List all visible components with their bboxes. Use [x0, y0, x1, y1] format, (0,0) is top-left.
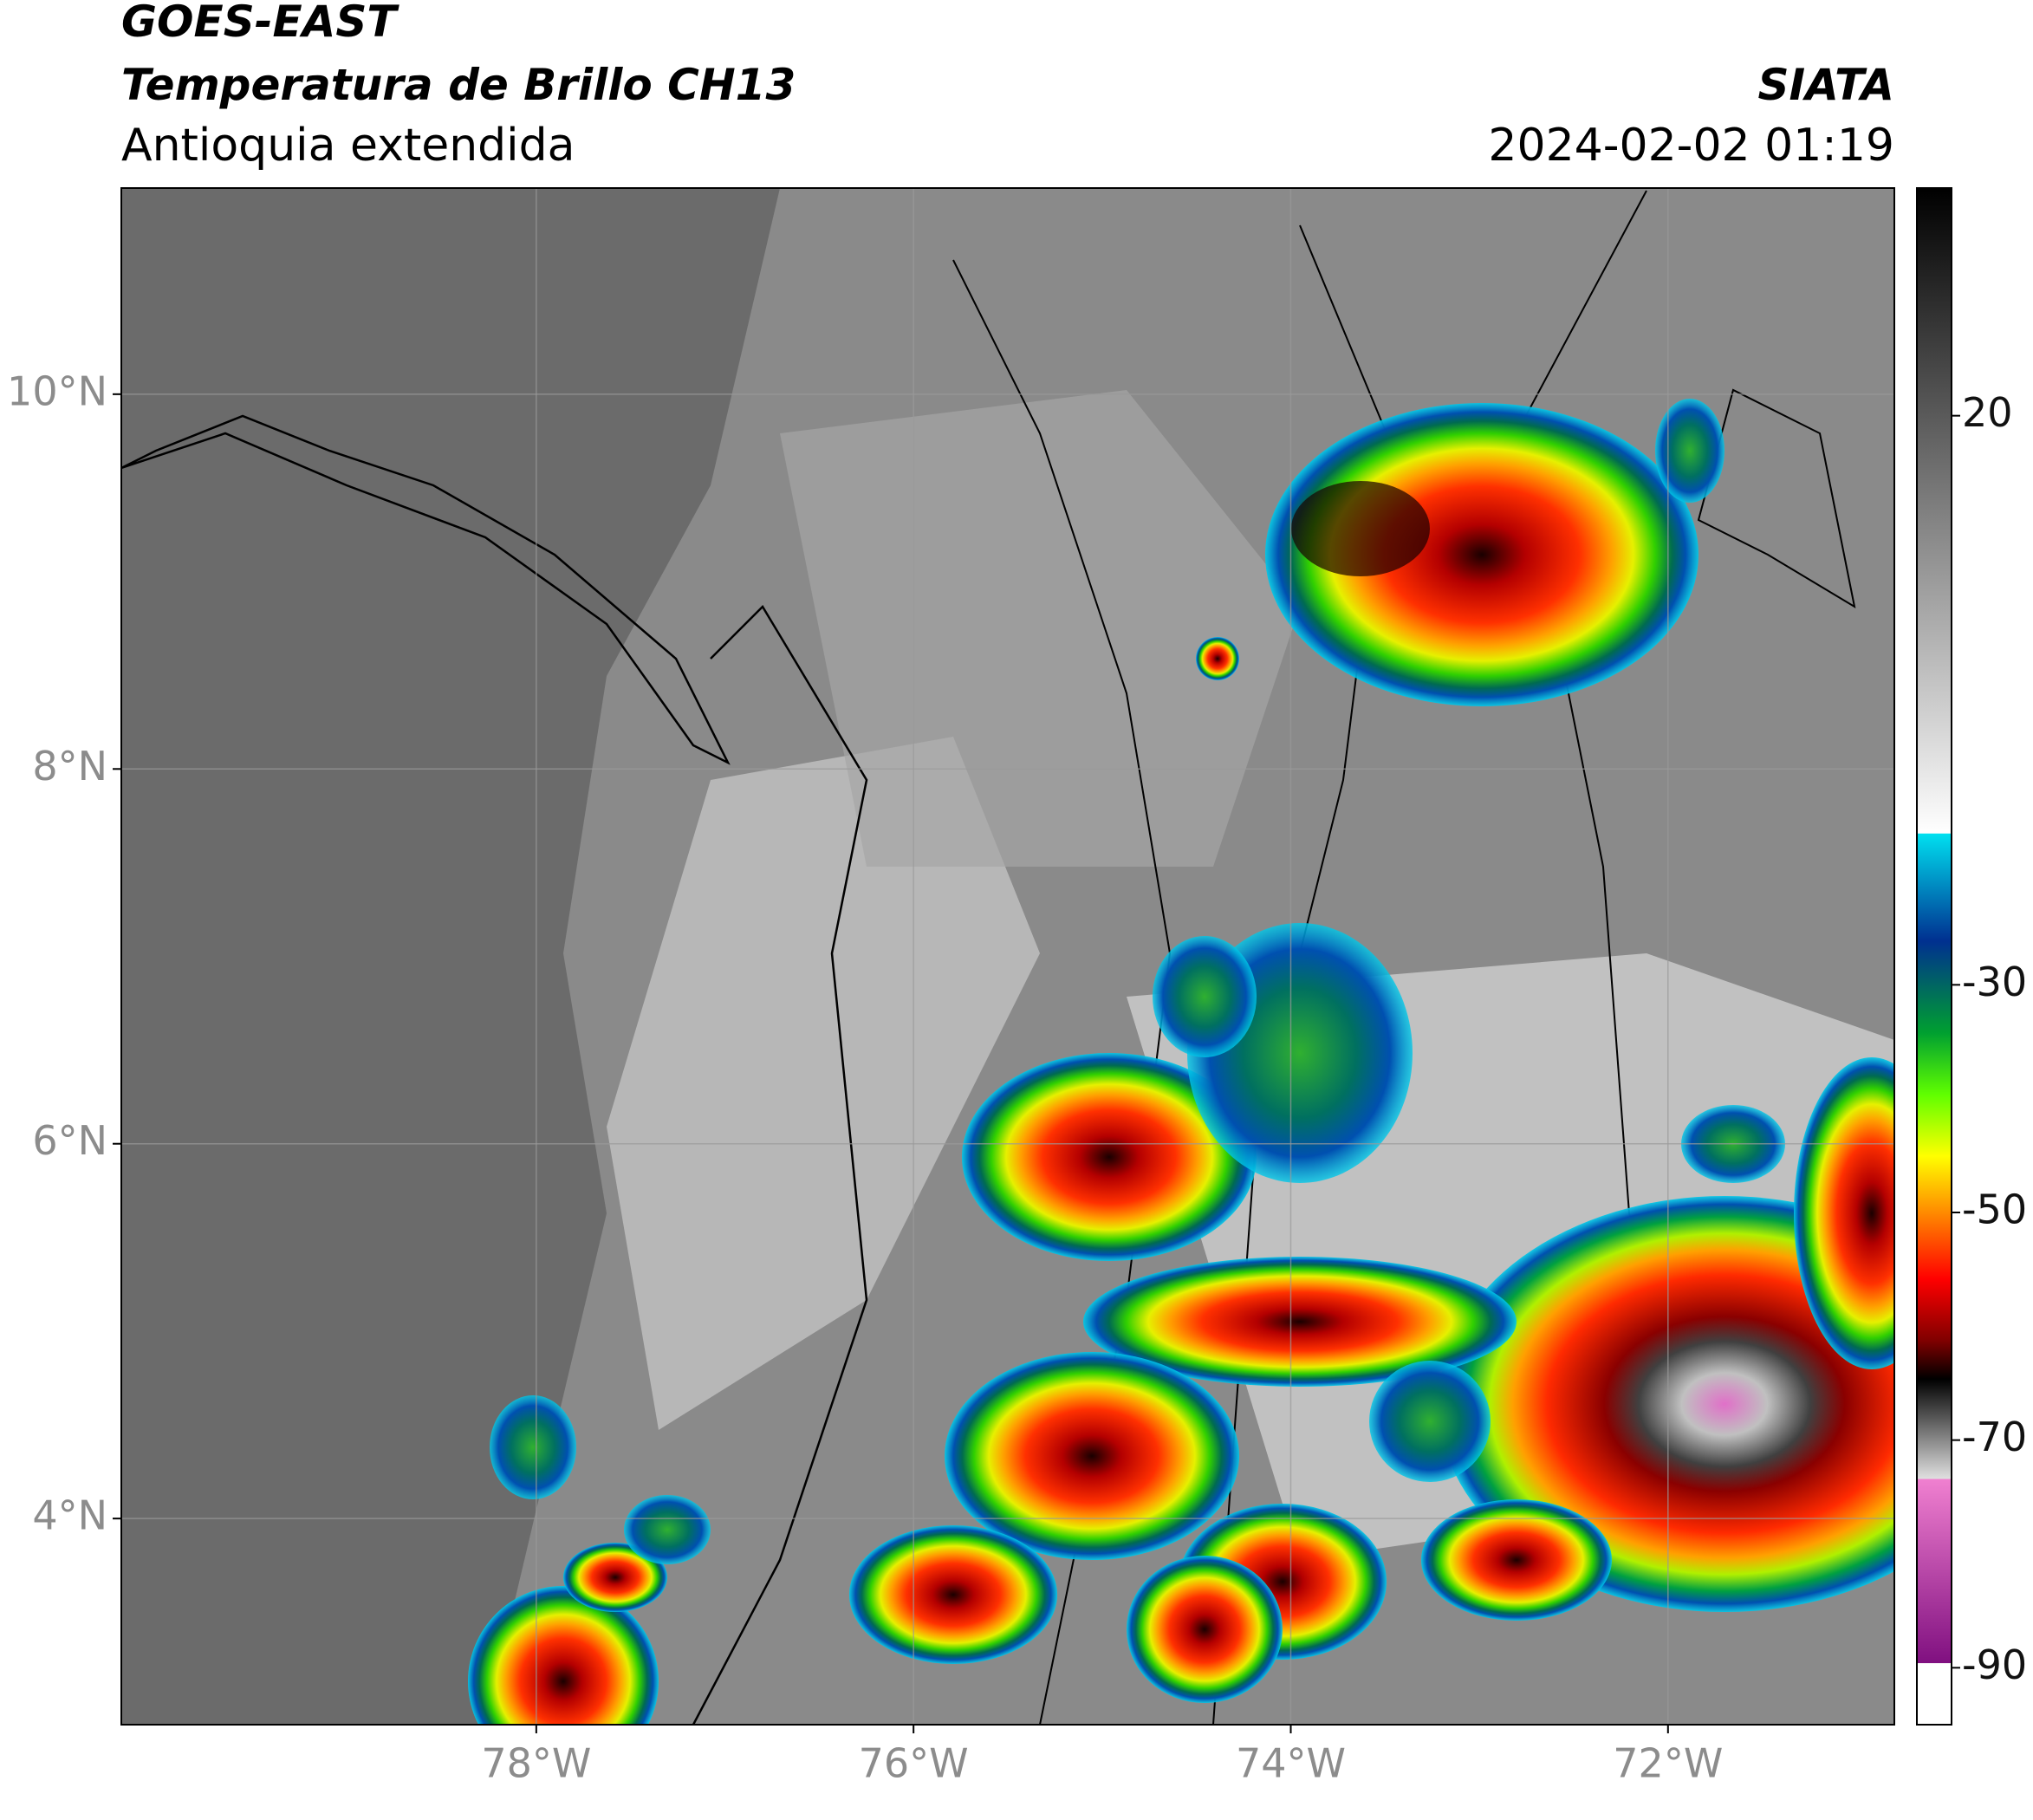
colorbar-tick-label: -50 [1962, 1186, 2027, 1233]
x-tick-label: 72°W [1613, 1740, 1723, 1787]
y-tick-label: 6°N [32, 1117, 107, 1164]
title: GOES-EAST [121, 0, 399, 47]
x-tick-label: 74°W [1236, 1740, 1346, 1787]
colorbar-tick-label: -70 [1962, 1414, 2027, 1460]
subtitle: Temperatura de Brillo CH13 [121, 60, 796, 110]
map-frame [120, 187, 1895, 1726]
graticule [121, 188, 1894, 1725]
datetime: 2024-02-02 01:19 [1488, 120, 1894, 172]
colorbar-tick-label: -30 [1962, 959, 2027, 1005]
colorbar-ticks: 20 -30 -50 -70 -90 [1952, 389, 2027, 1688]
colorbar [1916, 187, 1952, 1726]
y-tick-label: 10°N [7, 367, 107, 414]
region: Antioquia extendida [121, 120, 575, 172]
y-tick-label: 4°N [32, 1492, 107, 1539]
colorbar-tick-label: -90 [1962, 1641, 2027, 1688]
colorbar-tick-label: 20 [1962, 389, 2013, 436]
x-tick-label: 76°W [859, 1740, 969, 1787]
y-tick-label: 8°N [32, 743, 107, 790]
source: SIATA [1758, 60, 1894, 110]
x-tick-label: 78°W [481, 1740, 591, 1787]
map-image [121, 188, 1894, 1725]
